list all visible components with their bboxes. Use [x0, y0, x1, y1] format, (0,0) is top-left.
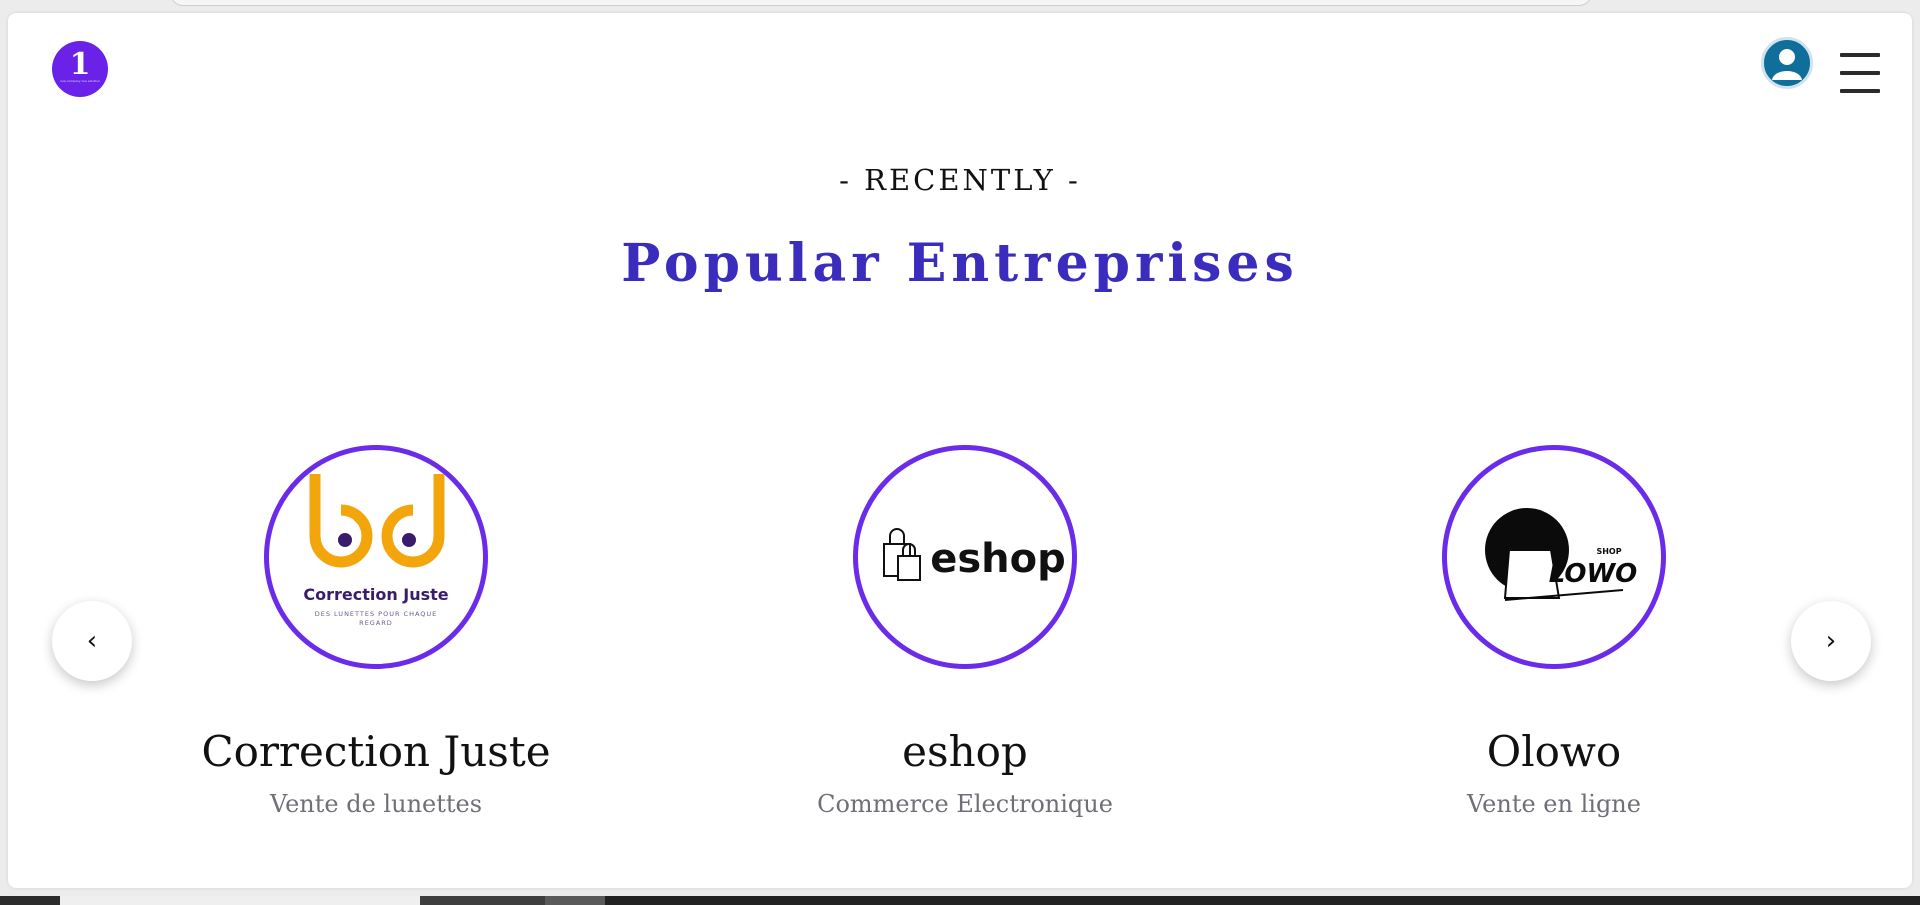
logo-text-eshop: eshop — [930, 536, 1066, 582]
brand-logo[interactable]: 1 one company one solution — [52, 41, 108, 97]
brand-logo-tagline: one company one solution — [60, 79, 100, 83]
logo-text-olowo: LOWO — [1549, 559, 1638, 589]
carousel-next-button[interactable]: › — [1791, 601, 1871, 681]
logo-subtext2-correction-juste: REGARD — [359, 619, 393, 627]
company-card-eshop[interactable]: eshop eshop Commerce Electronique — [755, 445, 1175, 818]
company-card-olowo[interactable]: LOWO SHOP Olowo Vente en ligne — [1344, 445, 1764, 818]
company-card-correction-juste[interactable]: Correction Juste DES LUNETTES POUR CHAQU… — [166, 445, 586, 818]
shopping-bag-icon — [883, 528, 921, 581]
company-category: Vente en ligne — [1467, 790, 1641, 818]
company-logo-eshop[interactable]: eshop — [853, 445, 1077, 669]
company-name[interactable]: eshop — [902, 727, 1028, 776]
company-name[interactable]: Correction Juste — [201, 727, 551, 776]
user-avatar-icon[interactable] — [1761, 37, 1813, 89]
brand-logo-glyph: 1 — [69, 47, 91, 82]
carousel-prev-button[interactable]: ‹ — [52, 601, 132, 681]
logo-subtext-olowo: SHOP — [1596, 547, 1621, 556]
logo-text-correction-juste: Correction Juste — [303, 585, 448, 604]
page: 1 one company one solution - RECENTLY - … — [8, 13, 1912, 888]
hamburger-menu-icon[interactable] — [1840, 53, 1880, 93]
section-eyebrow: - RECENTLY - — [839, 163, 1081, 197]
company-category: Commerce Electronique — [817, 790, 1113, 818]
company-logo-correction-juste[interactable]: Correction Juste DES LUNETTES POUR CHAQU… — [264, 445, 488, 669]
company-logo-olowo[interactable]: LOWO SHOP — [1442, 445, 1666, 669]
chevron-right-icon: › — [1825, 626, 1837, 656]
logo-subtext-correction-juste: DES LUNETTES POUR CHAQUE — [315, 610, 438, 618]
section-title: Popular Entreprises — [621, 233, 1299, 294]
browser-address-bar[interactable] — [170, 0, 1592, 6]
company-name[interactable]: Olowo — [1486, 727, 1622, 776]
os-taskbar — [0, 896, 1920, 905]
chevron-left-icon: ‹ — [86, 626, 98, 656]
shopping-bag-icon — [1503, 549, 1561, 599]
company-category: Vente de lunettes — [269, 790, 483, 818]
